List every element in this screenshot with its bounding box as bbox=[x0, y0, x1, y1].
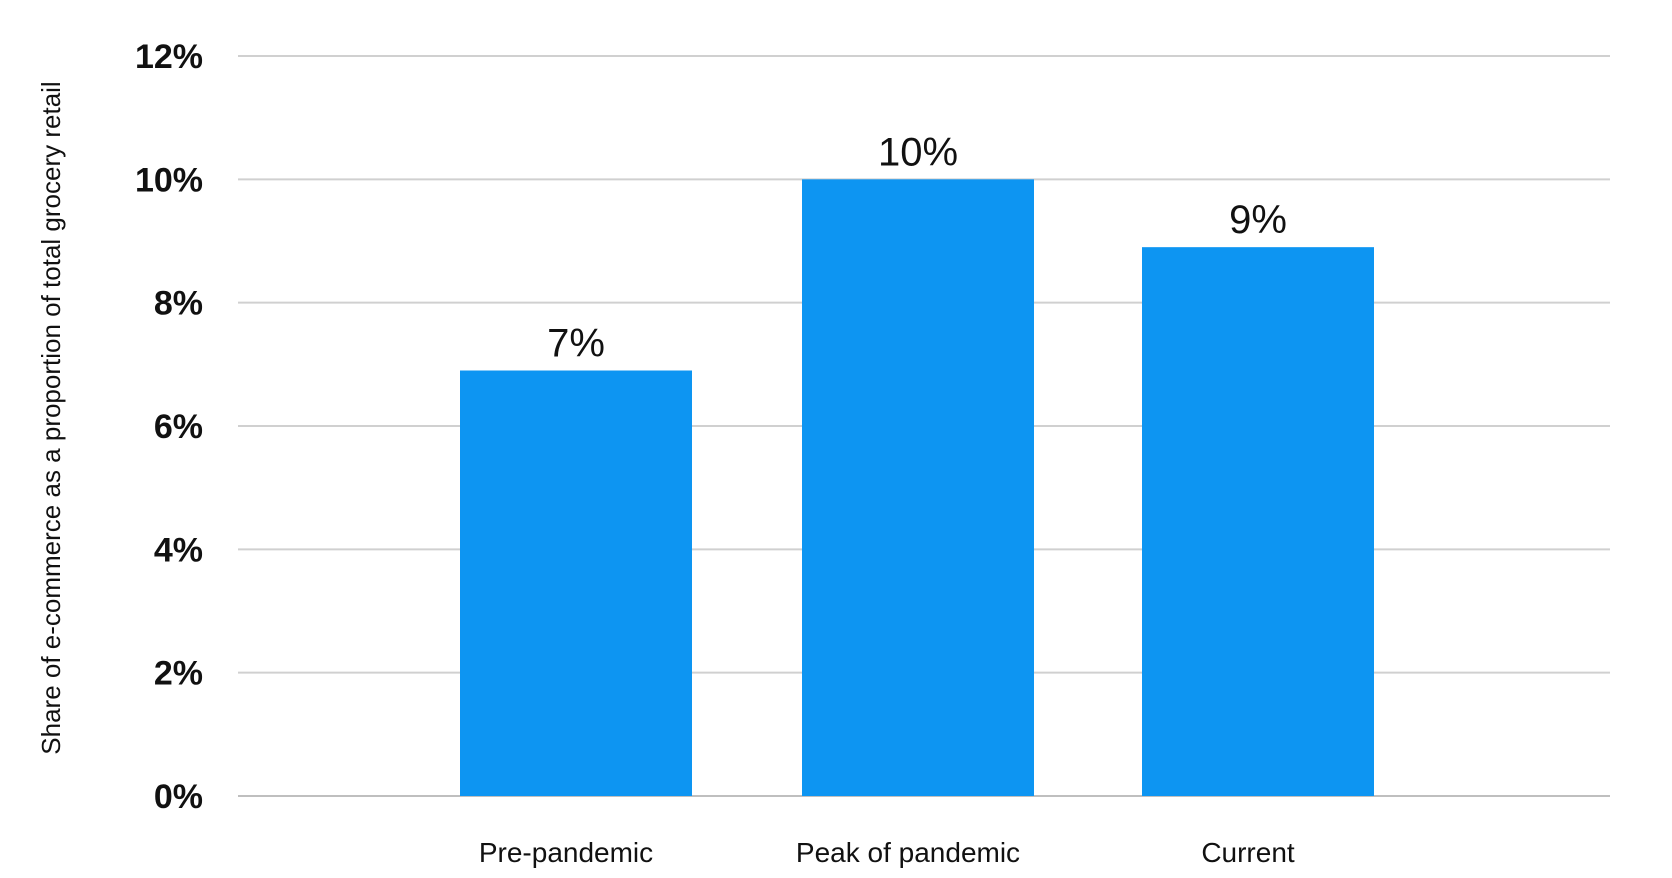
bar-0 bbox=[460, 370, 692, 796]
category-label-0: Pre-pandemic bbox=[479, 837, 653, 868]
y-tick-label: 4% bbox=[154, 531, 203, 569]
y-tick-label: 0% bbox=[154, 778, 203, 816]
y-tick-label: 6% bbox=[154, 408, 203, 446]
data-label-0: 7% bbox=[547, 322, 605, 366]
data-labels: 7% 10% 9% bbox=[547, 130, 1287, 365]
y-tick-label: 2% bbox=[154, 655, 203, 693]
bar-2 bbox=[1142, 247, 1374, 796]
y-tick-label: 10% bbox=[135, 161, 203, 199]
y-tick-label: 8% bbox=[154, 285, 203, 323]
y-axis-ticks: 0% 2% 4% 6% 8% 10% 12% bbox=[135, 38, 203, 816]
category-label-2: Current bbox=[1201, 837, 1295, 868]
bars bbox=[460, 179, 1374, 797]
y-axis-title: Share of e-commerce as a proportion of t… bbox=[36, 81, 66, 754]
data-label-1: 10% bbox=[878, 130, 958, 174]
x-axis-categories: Pre-pandemic Peak of pandemic Current bbox=[479, 837, 1295, 868]
data-label-2: 9% bbox=[1229, 198, 1287, 242]
category-label-1: Peak of pandemic bbox=[796, 837, 1020, 868]
y-tick-label: 12% bbox=[135, 38, 203, 76]
bar-1 bbox=[802, 179, 1034, 797]
